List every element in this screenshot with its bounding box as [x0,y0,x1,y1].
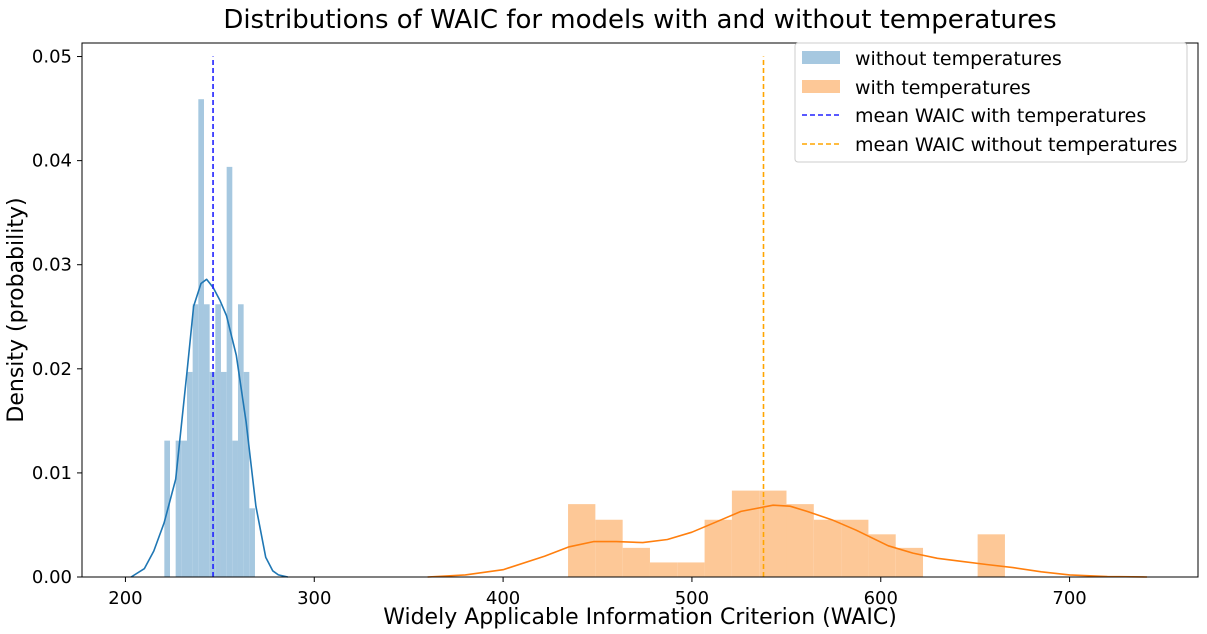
histogram-bar [175,440,182,577]
plot-area [130,56,1148,578]
legend-label-without-temperatures: without temperatures [855,48,1062,70]
legend-label-mean-with: mean WAIC with temperatures [855,105,1146,127]
axes: 200 300 400 500 600 700 0.00 0.01 0.02 0.03 0.04 0.… [32,42,1199,609]
histogram-bar [677,562,705,577]
x-axis-label: Widely Applicable Information Criterion … [383,605,897,630]
legend: without temperatures with temperatures m… [794,42,1188,163]
histogram-bar [841,519,869,577]
x-tick-label: 700 [1052,588,1086,609]
chart-title: Distributions of WAIC for models with an… [223,5,1056,35]
histogram-bar [704,519,732,577]
legend-label-with-temperatures: with temperatures [855,77,1031,99]
histogram-bar [237,304,244,577]
x-tick-label: 300 [297,588,331,609]
y-axis-label: Density (probability) [4,197,29,422]
histogram-bar [220,371,227,577]
legend-swatch-without-temperatures [802,51,840,64]
legend-frame [794,42,1188,163]
y-tick-label: 0.00 [32,567,72,588]
histogram-bar [977,534,1005,577]
histogram-bar [181,440,187,577]
histogram-bar [192,304,199,577]
histogram-bar [249,508,255,577]
histogram-bar [226,166,233,577]
y-tick-label: 0.04 [32,151,72,172]
axes-frame [81,42,1199,578]
kde-curve [427,504,1148,578]
x-tick-label: 600 [864,588,898,609]
x-tick-label: 200 [108,588,142,609]
histogram-bar [731,490,760,577]
histogram-bar [813,519,842,577]
histogram-bar [215,304,221,577]
histogram-bar [595,519,623,577]
histogram-bar [203,304,210,577]
y-tick-label: 0.01 [32,463,72,484]
y-tick-label: 0.03 [32,255,72,276]
legend-swatch-with-temperatures [802,80,840,93]
histogram-bar [198,99,204,578]
histogram-bar [232,440,238,577]
histogram-bar [209,371,216,577]
y-tick-label: 0.05 [32,47,72,68]
histogram-bar [649,562,678,577]
histogram-bar [243,371,250,577]
y-tick-label: 0.02 [32,359,72,380]
histogram-bar [186,371,193,577]
x-tick-label: 500 [675,588,709,609]
legend-label-mean-without: mean WAIC without temperatures [855,134,1177,156]
histogram-bar [622,547,650,577]
histogram-bar [786,504,814,577]
histogram-bar [868,534,896,577]
x-tick-label: 400 [486,588,520,609]
histogram-bar [568,504,596,577]
